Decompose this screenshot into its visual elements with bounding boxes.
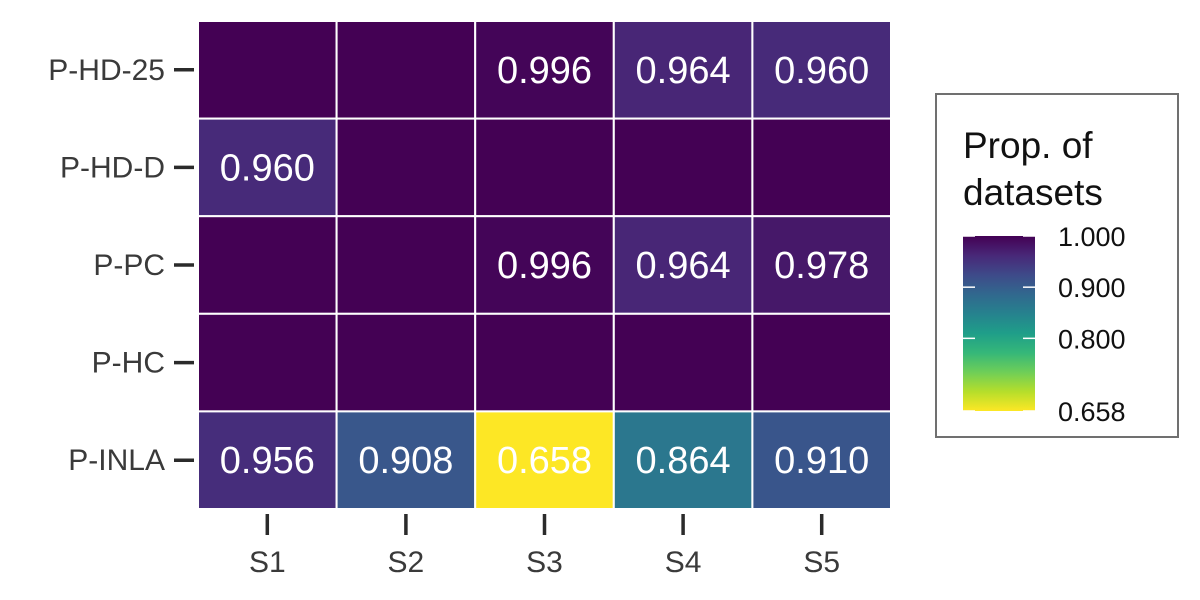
y-tick-label: P-HD-25 — [48, 54, 165, 87]
cell-value-label: 0.978 — [774, 245, 869, 287]
heatmap-cell — [335, 20, 477, 120]
heatmap-cell — [612, 312, 754, 413]
y-axis: P-HD-25 P-HD-D P-PC P-HC P-INLA — [48, 54, 194, 477]
cell-value-label: 0.960 — [220, 147, 315, 189]
heatmap-cell — [474, 117, 615, 218]
heatmap-cell — [197, 312, 338, 413]
heatmap-cell — [335, 410, 477, 510]
cell-value-label: 0.960 — [774, 50, 869, 92]
heatmap-cell — [197, 117, 338, 218]
legend-title-line-1: Prop. of — [963, 125, 1093, 166]
colorbar-legend: Prop. of datasets 1.000 0.900 0.800 0.658 — [935, 93, 1179, 438]
legend-title-line-2: datasets — [963, 172, 1103, 213]
heatmap-cell — [335, 215, 477, 315]
x-tick-label: S1 — [249, 546, 286, 579]
x-tick-label: S4 — [665, 546, 702, 579]
heatmap-cell — [197, 410, 338, 510]
colorbar-tick-label: 0.900 — [1058, 273, 1126, 303]
x-axis: S1 S2 S3 S4 S5 — [249, 514, 840, 579]
cell-value-label: 0.996 — [497, 50, 592, 92]
heatmap-cell — [612, 215, 754, 315]
heatmap-cell — [474, 20, 615, 120]
heatmap-cell — [197, 215, 338, 315]
colorbar-ticks: 1.000 0.900 0.800 0.658 — [963, 222, 1126, 427]
heatmap-cell — [335, 312, 477, 413]
colorbar-tick-label: 0.800 — [1058, 324, 1126, 354]
y-tick-label: P-HD-D — [60, 151, 165, 184]
cell-value-label: 0.956 — [220, 440, 315, 482]
colorbar-tick-label: 0.658 — [1058, 397, 1126, 427]
colorbar-tick-label: 1.000 — [1058, 222, 1126, 252]
x-tick-label: S2 — [388, 546, 425, 579]
heatmap-cell — [474, 410, 615, 510]
cell-value-label: 0.658 — [497, 440, 592, 482]
y-tick-label: P-PC — [93, 249, 165, 282]
x-tick-label: S3 — [526, 546, 563, 579]
cell-value-label: 0.964 — [636, 245, 731, 287]
y-tick-label: P-INLA — [68, 444, 165, 477]
x-tick-label: S5 — [803, 546, 840, 579]
cell-value-label: 0.964 — [636, 50, 731, 92]
heatmap-cells — [197, 20, 893, 510]
cell-value-label: 0.908 — [358, 440, 453, 482]
colorbar — [963, 236, 1035, 411]
heatmap-cell — [335, 117, 477, 218]
heatmap-cell — [751, 312, 893, 413]
heatmap-cell — [197, 20, 338, 120]
cell-value-label: 0.910 — [774, 440, 869, 482]
heatmap-cell — [751, 117, 893, 218]
heatmap-cell-labels: 0.996 0.964 0.960 0.960 0.996 0.964 0.978 0.956… — [220, 50, 869, 482]
heatmap-cell — [612, 117, 754, 218]
heatmap-cell — [751, 410, 893, 510]
heatmap-cell — [474, 312, 615, 413]
cell-value-label: 0.996 — [497, 245, 592, 287]
cell-value-label: 0.864 — [636, 440, 731, 482]
y-tick-label: P-HC — [92, 347, 165, 380]
